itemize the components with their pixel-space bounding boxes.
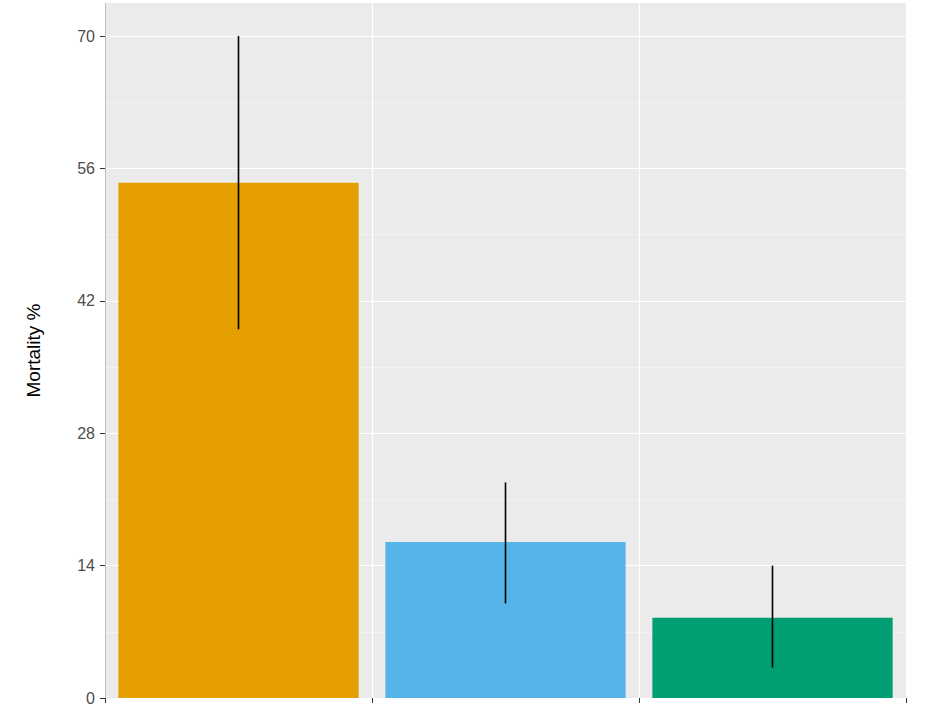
svg-text:28: 28 <box>77 425 95 442</box>
svg-text:70: 70 <box>77 28 95 45</box>
svg-text:56: 56 <box>77 160 95 177</box>
svg-text:14: 14 <box>77 557 95 574</box>
svg-text:0: 0 <box>86 690 95 707</box>
svg-text:Mortality %: Mortality % <box>23 303 44 397</box>
svg-text:42: 42 <box>77 292 95 309</box>
